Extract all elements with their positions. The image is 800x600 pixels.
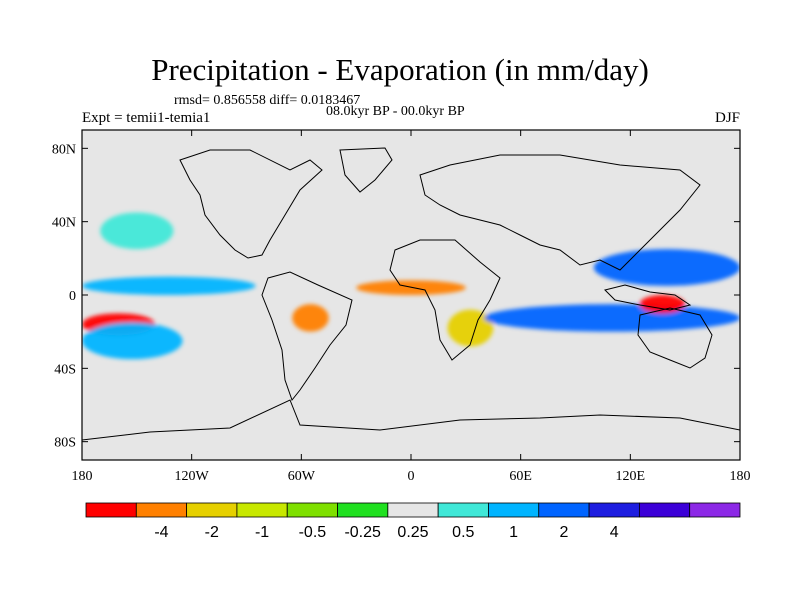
colorbar-swatch <box>538 502 590 518</box>
x-tick-label: 120W <box>175 469 210 484</box>
colorbar-swatch <box>236 502 288 518</box>
x-tick-label: 180 <box>730 469 751 484</box>
colorbar-swatch <box>186 502 238 518</box>
field-region-1 <box>82 322 183 360</box>
colorbar-swatch <box>337 502 389 518</box>
x-tick-label: 60E <box>509 469 532 484</box>
map-background <box>82 130 740 460</box>
x-tick-label: 180 <box>72 469 93 484</box>
y-tick-label: 40N <box>52 216 76 231</box>
x-tick-label: 120E <box>616 469 646 484</box>
x-tick-label: 0 <box>408 469 415 484</box>
colorbar-label: 0.25 <box>397 524 428 541</box>
pme-field <box>82 212 740 360</box>
colorbar-swatch <box>85 502 137 518</box>
colorbar-label: 0.5 <box>452 524 474 541</box>
colorbar-swatch <box>689 502 741 518</box>
coast-north-america <box>179 149 323 259</box>
colorbar-label: 2 <box>559 524 568 541</box>
y-tick-label: 80N <box>52 142 76 157</box>
field-region-6 <box>447 309 494 347</box>
y-tick-label: 0 <box>69 289 76 304</box>
season-label: DJF <box>714 110 740 126</box>
coast-africa <box>389 239 501 361</box>
colorbar-label: 1 <box>509 524 518 541</box>
colorbar-swatch <box>588 502 640 518</box>
colorbar: -4 -2 -1 -0.5 -0.25 0.25 0.5 1 2 4 <box>85 502 741 541</box>
chart-period: 08.0kyr BP - 00.0kyr BP <box>326 104 465 119</box>
coastlines <box>82 147 740 441</box>
colorbar-label: -0.25 <box>344 524 381 541</box>
colorbar-label: -2 <box>205 524 219 541</box>
coast-indonesia <box>604 284 692 311</box>
coast-greenland <box>339 147 393 193</box>
coast-eurasia <box>419 154 701 271</box>
field-region-3 <box>100 212 174 250</box>
colorbar-swatch <box>387 502 439 518</box>
axes: 180 120W 60W 0 60E 120E 180 80N 40N 0 40S 80S <box>52 130 751 484</box>
field-region-8 <box>593 249 740 286</box>
colorbar-label: -4 <box>154 524 168 541</box>
y-tick-label: 80S <box>54 436 76 451</box>
field-region-2 <box>82 276 256 296</box>
y-tick-label: 40S <box>54 362 76 377</box>
field-region-4 <box>292 304 329 332</box>
colorbar-label: -0.5 <box>299 524 327 541</box>
colorbar-swatch <box>488 502 540 518</box>
coast-south-america <box>261 271 353 402</box>
chart-title: Precipitation - Evaporation (in mm/day) <box>151 52 649 87</box>
coast-antarctica <box>82 399 740 441</box>
chart-stats: rmsd= 0.856558 diff= 0.0183467 <box>174 93 361 108</box>
coast-australia <box>637 307 713 369</box>
colorbar-label: 4 <box>610 524 619 541</box>
colorbar-swatch <box>135 502 188 518</box>
colorbar-swatch <box>286 502 338 518</box>
colorbar-swatch <box>638 502 691 518</box>
colorbar-swatch <box>437 502 489 518</box>
colorbar-label: -1 <box>255 524 269 541</box>
x-tick-label: 60W <box>288 469 316 484</box>
experiment-label: Expt = temii1-temia1 <box>82 110 211 126</box>
